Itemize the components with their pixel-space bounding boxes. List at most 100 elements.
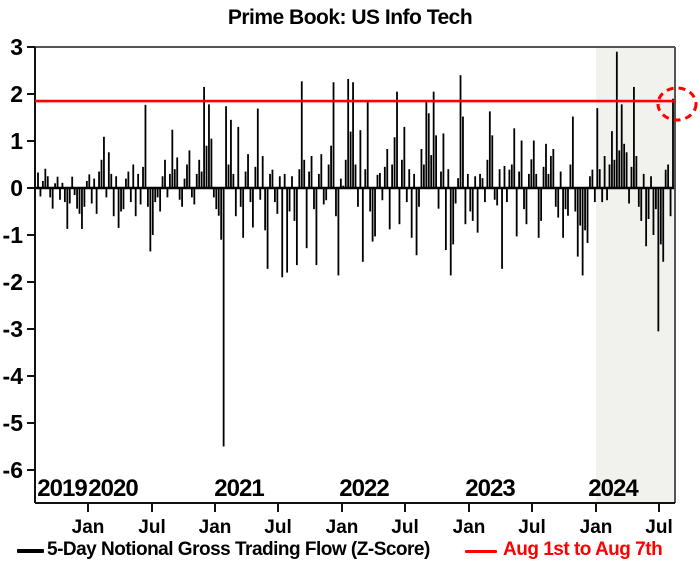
bar-zscore-week — [335, 188, 337, 217]
bar-zscore-week — [247, 154, 249, 188]
bar-zscore-week — [188, 150, 191, 188]
bar-zscore-week — [366, 100, 369, 188]
bar-zscore-week — [427, 113, 430, 188]
bar-zscore-week — [430, 155, 433, 188]
bar-zscore-week — [396, 91, 398, 188]
bar-zscore-week — [571, 116, 574, 188]
year-label: 2020 — [88, 475, 138, 502]
bar-zscore-week — [537, 188, 540, 238]
bar-zscore-week — [132, 164, 135, 188]
bar-zscore-week — [586, 188, 589, 243]
bar-zscore-week — [374, 188, 376, 237]
bar-zscore-week — [254, 166, 257, 188]
bar-zscore-week — [176, 157, 179, 188]
bar-zscore-week — [317, 173, 320, 188]
bar-zscore-week — [305, 188, 308, 249]
bar-zscore-week — [552, 148, 555, 188]
bar-zscore-week — [230, 119, 232, 188]
bar-zscore-week — [222, 188, 225, 447]
bar-zscore-week — [481, 178, 484, 188]
bar-zscore-week — [611, 131, 613, 188]
y-tick-label: 3 — [10, 34, 23, 60]
bar-zscore-week — [181, 188, 183, 207]
bar-zscore-week — [523, 188, 525, 210]
bar-zscore-week — [149, 188, 152, 252]
bar-zscore-week — [98, 171, 100, 188]
bar-zscore-week — [601, 188, 604, 203]
bar-zscore-week — [225, 106, 227, 188]
bar-zscore-week — [159, 188, 162, 212]
year-label: 2021 — [214, 475, 264, 502]
bar-zscore-week — [650, 176, 652, 188]
bar-zscore-week — [418, 188, 420, 207]
bar-zscore-week — [628, 188, 630, 204]
bar-zscore-week — [603, 156, 606, 188]
bar-zscore-week — [237, 126, 240, 188]
bar-zscore-week — [530, 159, 533, 188]
bar-zscore-week — [408, 169, 411, 188]
bar-zscore-week — [198, 159, 201, 188]
bar-zscore-week — [469, 188, 472, 212]
bar-zscore-week — [41, 180, 44, 188]
bar-zscore-week — [168, 173, 171, 188]
bar-zscore-week — [190, 188, 193, 198]
bar-zscore-week — [115, 176, 118, 188]
bar-zscore-week — [462, 116, 464, 188]
bar-zscore-week — [615, 51, 618, 189]
bar-zscore-week — [56, 176, 59, 188]
bar-zscore-week — [493, 188, 496, 200]
bar-zscore-week — [647, 188, 650, 220]
bar-zscore-week — [234, 188, 237, 217]
bar-zscore-week — [205, 145, 208, 188]
bar-zscore-week — [122, 188, 125, 210]
bar-zscore-week — [147, 188, 149, 207]
bar-zscore-week — [100, 159, 103, 188]
bar-zscore-week — [93, 178, 96, 188]
bar-zscore-week — [63, 188, 66, 203]
bar-zscore-week — [66, 188, 69, 229]
y-tick-label: 1 — [10, 128, 23, 154]
bar-zscore-week — [488, 111, 491, 188]
bar-zscore-week — [232, 173, 235, 188]
bar-zscore-week — [554, 188, 557, 207]
bar-zscore-week — [313, 188, 315, 210]
x-tick-month-label: Jan — [580, 517, 613, 535]
bar-zscore-week — [171, 129, 174, 188]
bar-zscore-week — [386, 148, 389, 188]
bar-zscore-week — [310, 156, 313, 188]
y-tick-label: 2 — [10, 81, 23, 107]
bar-zscore-week — [540, 188, 543, 221]
bar-zscore-week — [291, 176, 293, 188]
bar-zscore-week — [361, 188, 364, 262]
bar-zscore-week — [44, 168, 47, 188]
bar-zscore-week — [78, 188, 81, 214]
bar-zscore-week — [391, 164, 394, 188]
year-label: 2022 — [339, 475, 389, 502]
x-tick-month-label: Jul — [645, 517, 672, 535]
bar-zscore-week — [625, 152, 628, 188]
bar-zscore-week — [215, 188, 218, 210]
bar-zscore-week — [200, 171, 203, 188]
x-tick-month-label: Jan — [72, 517, 105, 535]
bar-zscore-week — [393, 137, 396, 188]
bar-zscore-week — [371, 188, 374, 242]
x-tick-month-label: Jul — [391, 517, 418, 535]
bar-zscore-week — [178, 188, 181, 200]
bar-zscore-week — [256, 108, 259, 188]
bar-zscore-week — [183, 178, 186, 188]
bar-zscore-week — [388, 188, 391, 230]
bar-zscore-week — [589, 176, 591, 188]
bar-zscore-week — [330, 145, 332, 188]
bar-zscore-week — [193, 188, 196, 205]
bar-zscore-week — [398, 188, 401, 225]
bar-zscore-week — [645, 188, 648, 247]
bar-zscore-week — [249, 188, 252, 203]
bar-zscore-week — [325, 188, 328, 201]
bar-zscore-week — [476, 188, 479, 233]
bar-zscore-week — [212, 188, 215, 198]
bar-zscore-week — [569, 164, 572, 188]
bar-zscore-week — [454, 188, 457, 204]
bar-zscore-week — [655, 188, 657, 210]
bar-zscore-week — [242, 188, 245, 238]
bar-zscore-week — [134, 188, 137, 217]
